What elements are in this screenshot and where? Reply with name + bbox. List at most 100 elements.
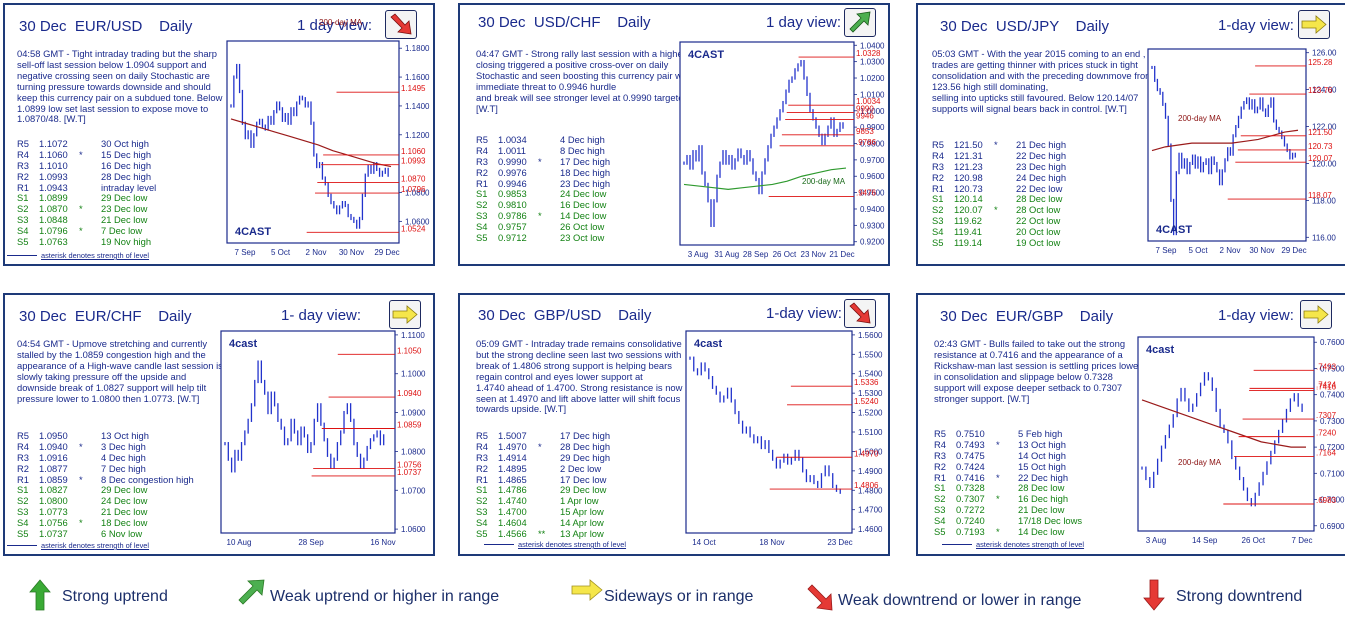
view-label: 1-day view: bbox=[766, 305, 842, 322]
panel-header: 30 Dec USD/JPY Daily 1-day view: bbox=[918, 5, 1345, 43]
x-tick-label: 26 Oct bbox=[1242, 536, 1266, 545]
y-tick-label: 0.7100 bbox=[1320, 469, 1345, 478]
y-tick-label: 1.0200 bbox=[860, 74, 885, 83]
level-label: S4 bbox=[476, 517, 488, 529]
level-row: S4 1.4604 14 Apr low bbox=[476, 517, 610, 529]
level-label: 1.0940 bbox=[397, 389, 422, 398]
level-desc: 23 Oct low bbox=[560, 232, 605, 244]
level-row: S4 119.41 20 Oct low bbox=[932, 226, 1066, 238]
level-row: S2 1.0870 * 23 Dec low bbox=[17, 203, 156, 215]
y-tick-label: 0.9200 bbox=[860, 238, 885, 247]
commentary-text: 05:09 GMT - Intraday trade remains conso… bbox=[476, 338, 683, 415]
y-tick-label: 0.6900 bbox=[1320, 522, 1345, 531]
level-label: R5 bbox=[934, 428, 946, 439]
level-desc: 28 Dec high bbox=[560, 440, 611, 452]
level-row: R2 1.0877 7 Dec high bbox=[17, 463, 194, 475]
x-tick-label: 5 Oct bbox=[1188, 246, 1208, 255]
y-tick-label: 1.0100 bbox=[860, 90, 885, 99]
level-star: * bbox=[79, 225, 83, 237]
level-row: R2 1.4895 2 Dec low bbox=[476, 463, 610, 475]
level-row: R2 0.7424 15 Oct high bbox=[934, 460, 1082, 473]
level-star: * bbox=[538, 155, 542, 167]
level-row: S5 1.0737 6 Nov low bbox=[17, 528, 194, 540]
level-label: S1 bbox=[17, 192, 29, 204]
level-row: R3 0.9990 * 17 Dec high bbox=[476, 155, 611, 168]
level-value: 0.7416 bbox=[956, 471, 985, 483]
level-value: 119.14 bbox=[954, 237, 982, 249]
level-desc: 29 Dec low bbox=[101, 192, 148, 204]
trend-legend: Strong uptrend Weak uptrend or higher in… bbox=[0, 578, 1345, 617]
y-tick-label: 126.00 bbox=[1312, 49, 1337, 58]
level-desc: 14 Apr low bbox=[560, 517, 604, 529]
level-label: R1 bbox=[476, 473, 488, 485]
arrow-shape bbox=[29, 579, 51, 611]
level-row: S4 0.9757 26 Oct low bbox=[476, 221, 610, 233]
x-tick-label: 7 Sep bbox=[235, 248, 256, 257]
level-label: R1 bbox=[476, 177, 488, 189]
footnote: asterisk denotes strength of level bbox=[6, 251, 150, 260]
plot-frame bbox=[1137, 336, 1315, 532]
level-label: S3 bbox=[932, 215, 944, 227]
level-row: R2 0.9976 18 Dec high bbox=[476, 166, 610, 179]
ma-label: 200-day MA bbox=[1178, 458, 1222, 467]
level-desc: 15 Dec high bbox=[101, 148, 152, 160]
level-value: 1.4786 bbox=[498, 484, 527, 496]
x-tick-label: 16 Nov bbox=[370, 538, 395, 547]
watermark-label: 4cast bbox=[1146, 344, 1174, 356]
level-label: S3 bbox=[17, 506, 29, 518]
level-value: 0.7307 bbox=[956, 493, 985, 505]
weak-down-arrow-icon bbox=[807, 584, 833, 611]
y-tick-label: 0.7000 bbox=[1320, 496, 1345, 505]
y-tick-label: 0.9700 bbox=[860, 156, 885, 165]
y-tick-label: 1.1600 bbox=[405, 73, 430, 82]
y-tick-label: 1.0000 bbox=[860, 107, 885, 116]
level-row: S5 1.4566 ** 13 Apr low bbox=[476, 528, 610, 540]
level-desc: 1 Apr low bbox=[560, 495, 599, 507]
x-tick-label: 14 Sep bbox=[1192, 536, 1218, 545]
level-desc: 21 Dec low bbox=[101, 506, 148, 518]
level-desc: intraday level bbox=[101, 181, 157, 193]
panel-title: 30 Dec EUR/USD Daily bbox=[19, 18, 193, 35]
level-star: * bbox=[79, 473, 83, 485]
level-star: * bbox=[994, 204, 998, 216]
level-row: S2 0.7307 * 16 Dec high bbox=[934, 493, 1082, 505]
level-row: R2 120.98 24 Dec high bbox=[932, 172, 1066, 184]
level-label: 1.0524 bbox=[401, 224, 426, 233]
level-row: S4 1.0796 * 7 Dec low bbox=[17, 225, 156, 237]
panel-header: 30 Dec EUR/GBP Daily 1-day view: bbox=[918, 295, 1345, 333]
level-label: R3 bbox=[934, 449, 946, 461]
level-label: 120.73 bbox=[1308, 142, 1333, 151]
level-label: S4 bbox=[17, 517, 29, 529]
level-row: S1 0.9853 24 Dec low bbox=[476, 189, 610, 200]
level-desc: 20 Oct low bbox=[1016, 226, 1061, 238]
level-label: R4 bbox=[476, 144, 488, 156]
panel-gbpusd: 30 Dec GBP/USD Daily 1-day view: 05:09 G… bbox=[458, 293, 890, 556]
level-value: 1.4865 bbox=[498, 473, 527, 485]
level-row: R3 0.7475 14 Oct high bbox=[934, 449, 1082, 462]
level-desc: 4 Dec high bbox=[560, 134, 605, 145]
level-value: 0.9976 bbox=[498, 166, 527, 178]
level-value: 0.9757 bbox=[498, 221, 527, 233]
level-desc: 26 Oct low bbox=[560, 221, 605, 233]
level-label: R2 bbox=[934, 460, 946, 472]
level-star: * bbox=[538, 210, 542, 222]
level-desc: 18 Dec low bbox=[101, 517, 148, 529]
ma-label: 200-day MA bbox=[1178, 114, 1222, 123]
level-desc: 28 Dec high bbox=[101, 170, 152, 182]
level-desc: 14 Dec low bbox=[1018, 526, 1065, 538]
level-label: R4 bbox=[17, 148, 29, 160]
level-label: S4 bbox=[476, 221, 488, 233]
level-row: S1 1.0827 29 Dec low bbox=[17, 485, 194, 496]
level-label: 1.5240 bbox=[854, 397, 879, 406]
level-desc: 17 Dec high bbox=[560, 155, 611, 167]
level-value: 1.4740 bbox=[498, 495, 527, 507]
y-tick-label: 0.7200 bbox=[1320, 443, 1345, 452]
commentary-text: 05:03 GMT - With the year 2015 coming to… bbox=[932, 48, 1153, 114]
level-row: R1 1.0859 * 8 Dec congestion high bbox=[17, 473, 194, 486]
x-tick-label: 26 Oct bbox=[773, 250, 797, 259]
level-label: S5 bbox=[934, 526, 946, 538]
plot-frame bbox=[685, 330, 853, 534]
level-desc: 16 Dec low bbox=[560, 199, 607, 211]
level-row: S5 119.14 19 Oct low bbox=[932, 237, 1066, 249]
panel-title: 30 Dec GBP/USD Daily bbox=[478, 307, 652, 324]
